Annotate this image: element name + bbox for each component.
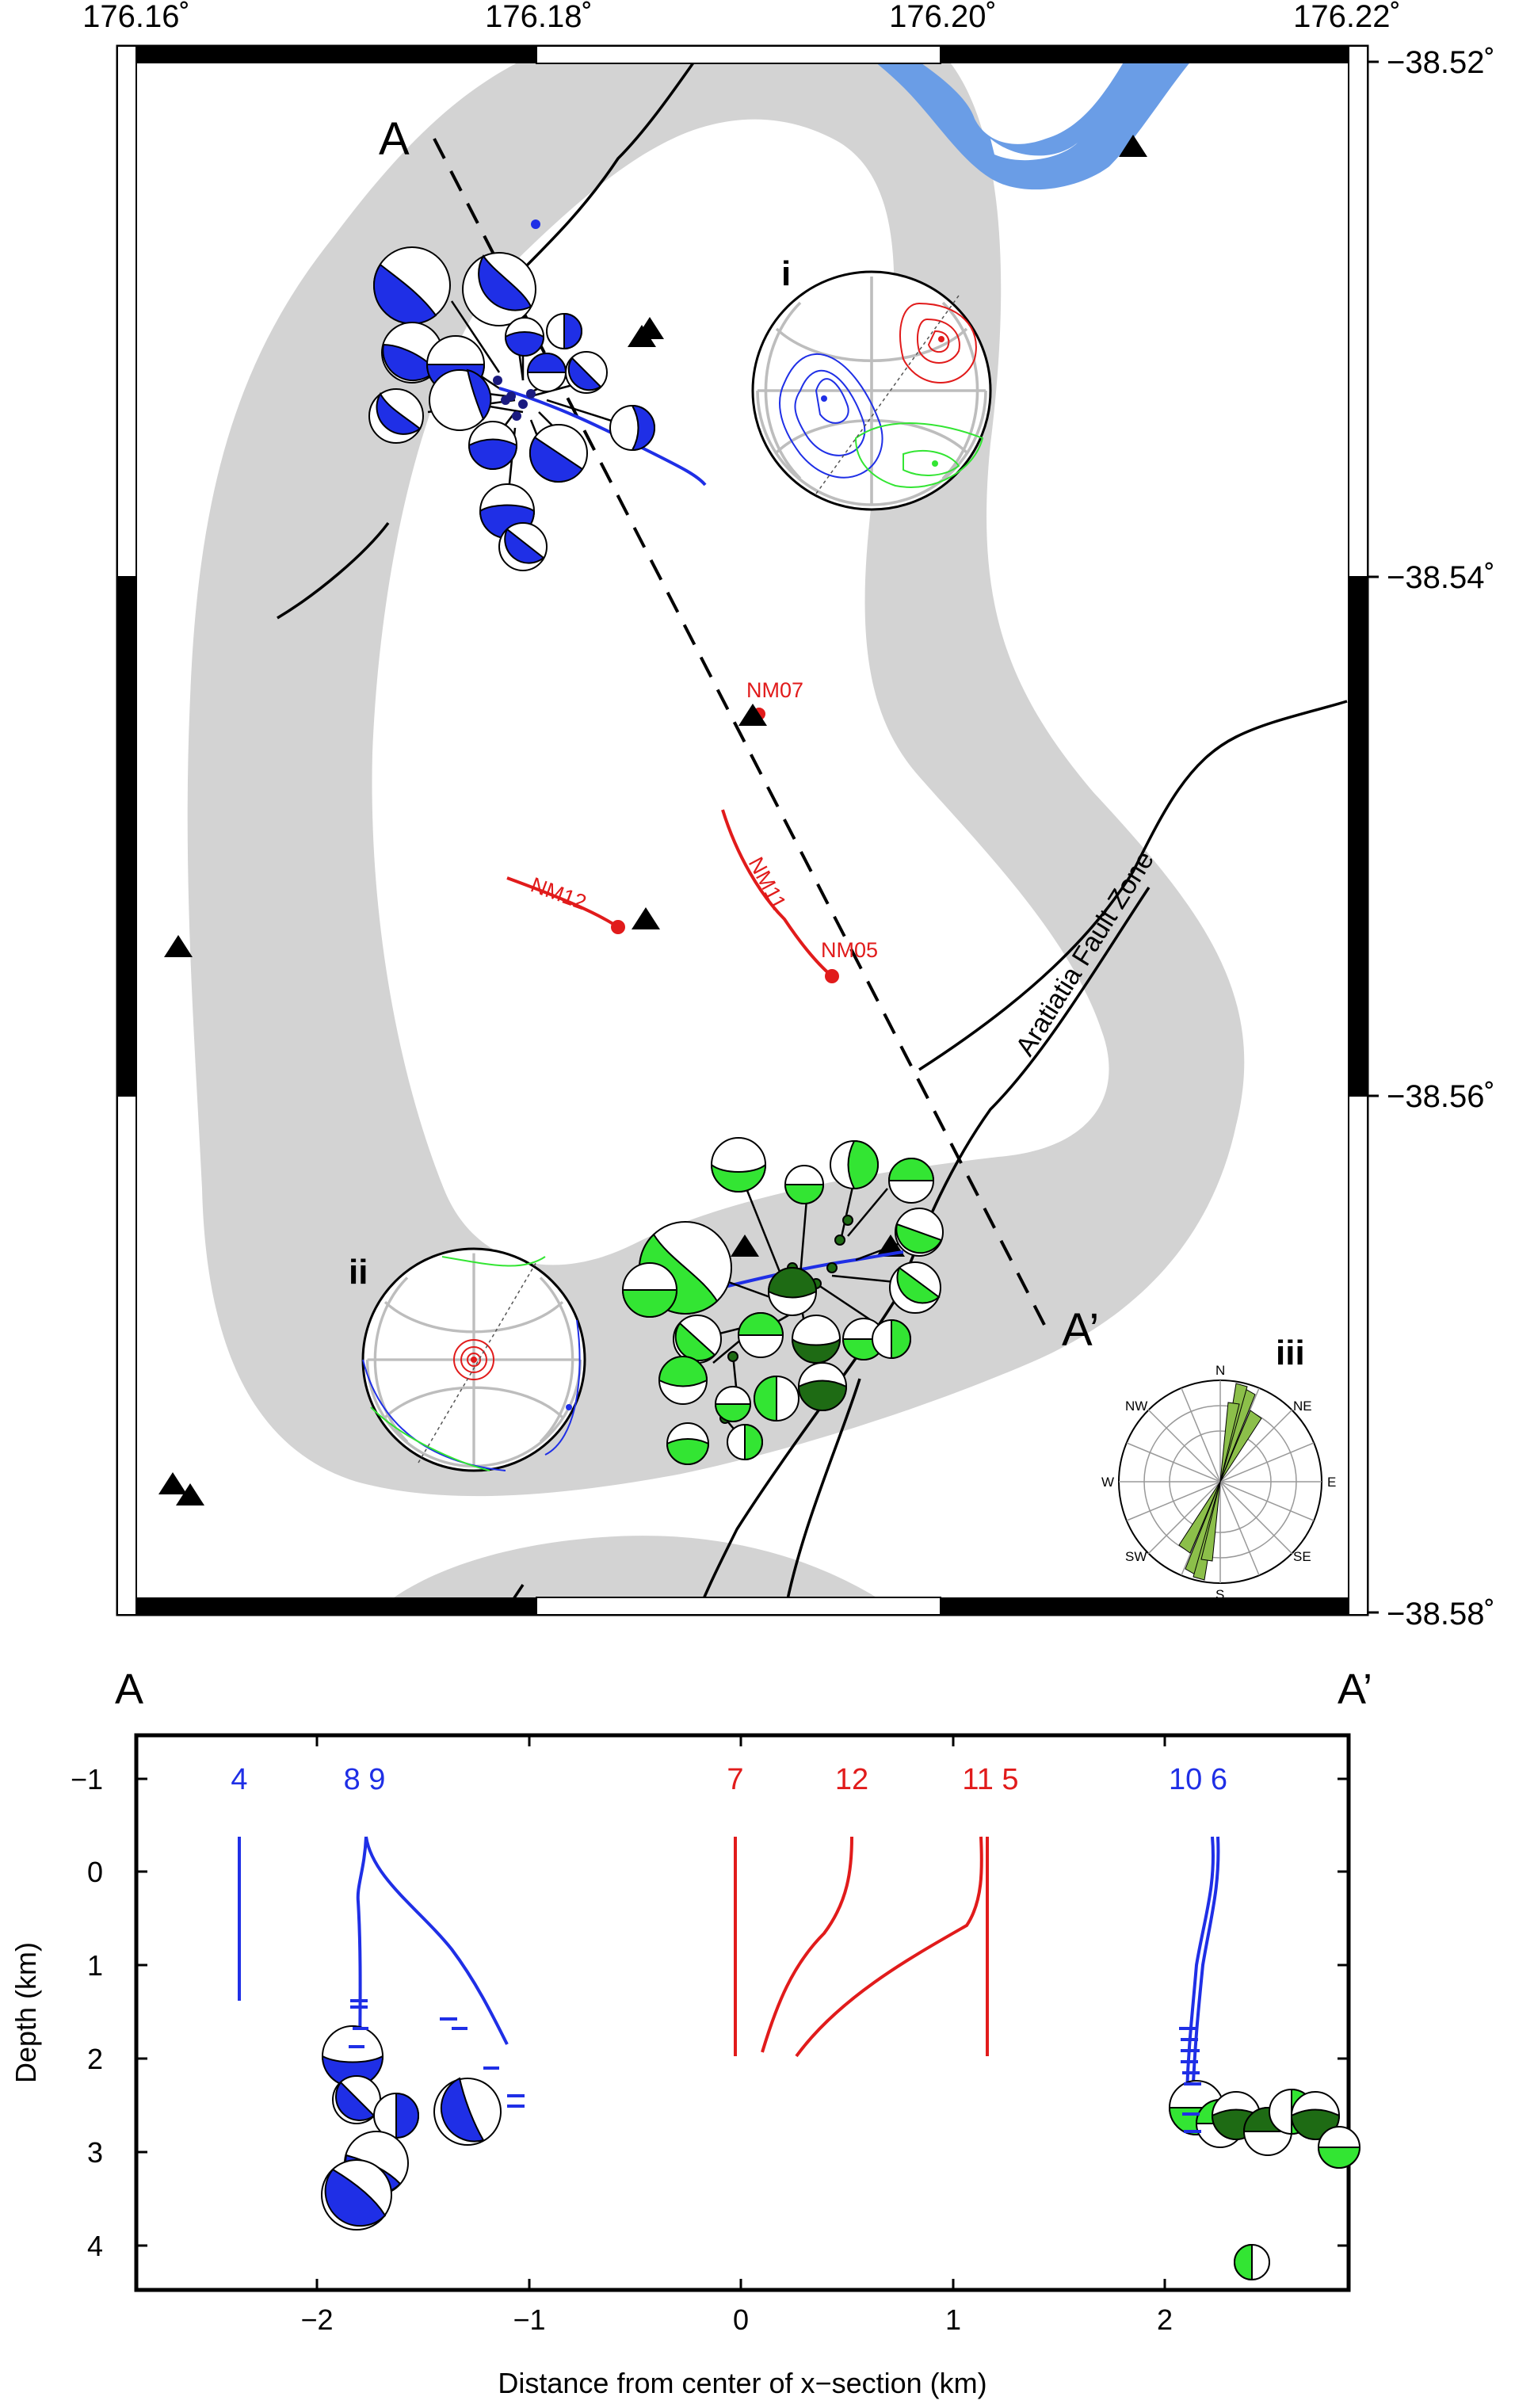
event-ticks [349,1999,1201,2133]
rose-label-sw: SW [1125,1549,1147,1564]
x-tick-label: 1 [945,2303,961,2336]
section-label-a: A [115,1666,143,1713]
well-label-nm05: NM05 [821,938,878,962]
rose-label-se: SE [1293,1549,1311,1564]
y-tick-label: 1 [87,1949,103,1982]
rose-label-n: N [1215,1363,1225,1378]
well-number-label: 7 [727,1763,743,1796]
rose-label-w: W [1101,1475,1114,1490]
stereonet-inset-i [751,270,992,511]
lon-tick-label: 176.22˚ [1293,0,1401,34]
lat-tick-label: −38.58˚ [1387,1597,1495,1631]
river [856,46,1204,190]
inset-label-iii: iii [1276,1334,1305,1372]
reservoir-zone-south [372,1536,903,1615]
profile-label-a-prime: A’ [1062,1304,1099,1356]
y-tick-label: 3 [87,2136,103,2169]
stereonet-inset-ii [361,1247,586,1472]
x-tick-label: −2 [300,2303,333,2336]
south-beachballs [621,1137,944,1465]
inset-label-i: i [781,254,791,293]
lon-tick-label: 176.20˚ [889,0,997,34]
y-tick-label: 2 [87,2043,103,2075]
rose-label-e: E [1327,1475,1336,1490]
well-number-label: 11 5 [962,1763,1018,1796]
y-tick-label: 4 [87,2230,103,2262]
inset-label-ii: ii [349,1253,368,1292]
rose-label-nw: NW [1125,1399,1147,1414]
map-panel: NM07 NM11 NM12 NM05 [82,0,1495,1631]
rose-label-ne: NE [1293,1399,1312,1414]
north-beachballs [368,246,655,571]
lon-tick-label: 176.16˚ [82,0,190,34]
well-number-label: 10 6 [1169,1763,1227,1796]
y-tick-label: 0 [87,1856,103,1888]
x-tick-label: 0 [733,2303,749,2336]
event-dot [531,219,540,229]
lat-tick-label: −38.56˚ [1387,1079,1495,1114]
lat-tick-label: −38.52˚ [1387,45,1495,80]
map-frame [116,44,1379,1616]
cross-section-panel: A A’ −2 −1 0 1 2 −1 0 1 2 3 4 Distance f… [10,1666,1372,2399]
lat-tick-label: −38.54˚ [1387,560,1495,595]
section-beachballs [321,2025,1361,2281]
well-number-label: 8 9 [344,1763,386,1796]
well-number-label: 4 [231,1763,247,1796]
y-tick-label: −1 [71,1763,103,1796]
section-ylabel: Depth (km) [10,1942,42,2083]
x-tick-label: 2 [1157,2303,1173,2336]
lon-tick-label: 176.18˚ [485,0,593,34]
section-xlabel: Distance from center of x−section (km) [498,2367,986,2399]
north-event-dots [493,376,536,421]
well-traces [238,1836,1220,2101]
well-number-label: 12 [835,1763,868,1796]
rose-diagram-inset-iii: N NE E SE S SW W NW [1101,1363,1336,1602]
x-tick-label: −1 [513,2303,545,2336]
well-label-nm07: NM07 [746,678,803,702]
section-label-a-prime: A’ [1338,1666,1372,1713]
rose-label-s: S [1215,1587,1224,1602]
section-frame [134,1733,1351,2292]
profile-label-a: A [379,113,410,165]
